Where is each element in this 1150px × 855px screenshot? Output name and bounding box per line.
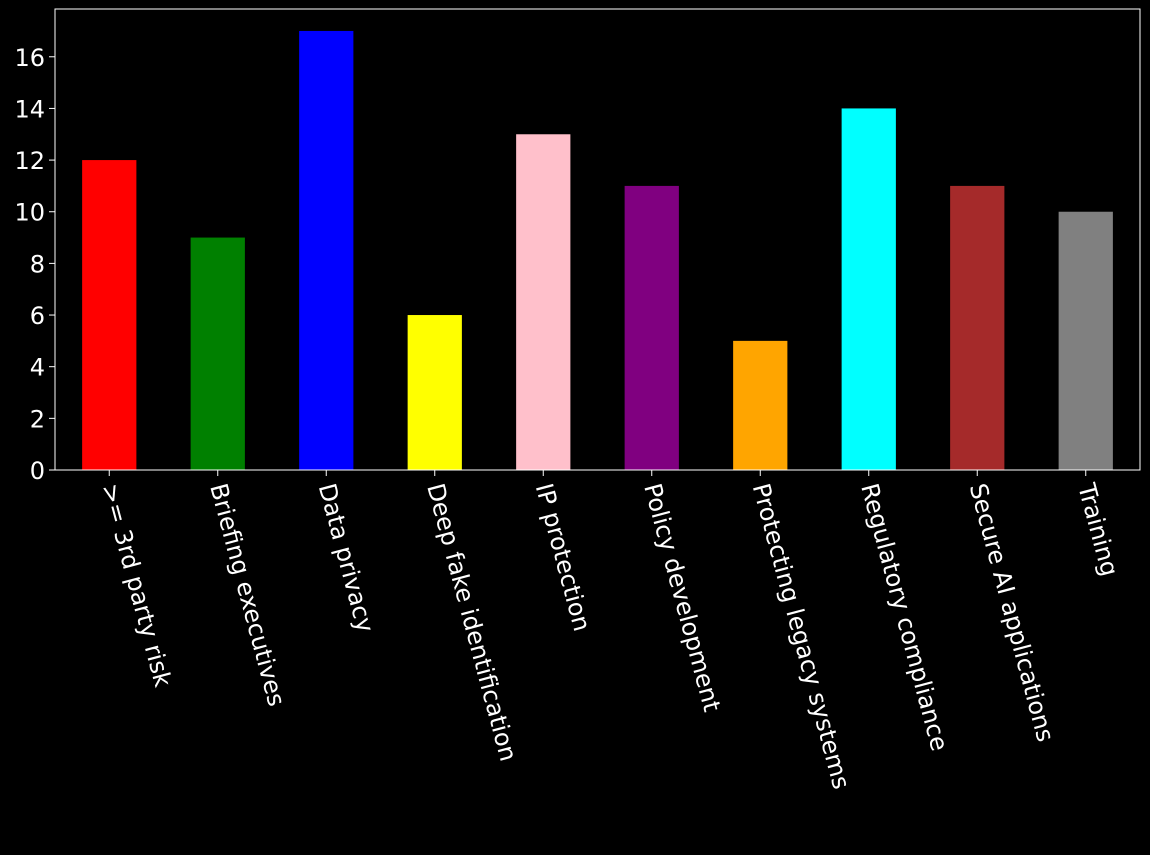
y-axis: 0 2 4 6 8 10 12 14 16 <box>14 44 55 485</box>
x-tick-label: Policy development <box>638 480 726 714</box>
bar-8 <box>841 108 896 471</box>
x-tick-label: >= 3rd party risk <box>96 480 177 690</box>
bar-1 <box>82 160 137 470</box>
plot-frame <box>54 8 1141 471</box>
y-tick-label: 16 <box>14 44 45 72</box>
bar-2 <box>190 237 245 470</box>
x-tick-label: Regulatory compliance <box>855 480 953 754</box>
y-tick-label: 14 <box>14 95 45 123</box>
bars-layer <box>82 30 1113 471</box>
bar-4 <box>407 315 462 470</box>
y-tick-label: 0 <box>30 457 45 485</box>
bar-3 <box>299 30 354 470</box>
y-tick-label: 8 <box>30 250 45 278</box>
x-tick-label: Training <box>1072 479 1124 579</box>
x-tick-label: Briefing executives <box>204 480 290 709</box>
x-tick-label: Data privacy <box>313 480 380 635</box>
y-tick-label: 12 <box>14 147 45 175</box>
x-axis: >= 3rd party risk Briefing executives Data… <box>96 470 1124 792</box>
x-tick-label: IP protection <box>530 480 596 634</box>
bar-7 <box>733 340 788 470</box>
y-tick-label: 10 <box>14 199 45 227</box>
bar-9 <box>950 185 1005 470</box>
y-tick-label: 6 <box>30 302 45 330</box>
y-tick-label: 2 <box>30 405 45 433</box>
bar-10 <box>1058 211 1113 471</box>
y-tick-label: 4 <box>30 354 45 382</box>
bar-6 <box>624 185 679 470</box>
x-tick-label: Protecting legacy systems <box>747 480 856 792</box>
x-tick-label: Secure AI applications <box>964 480 1060 744</box>
x-tick-label: Deep fake identification <box>421 480 522 764</box>
bar-5 <box>516 134 571 470</box>
